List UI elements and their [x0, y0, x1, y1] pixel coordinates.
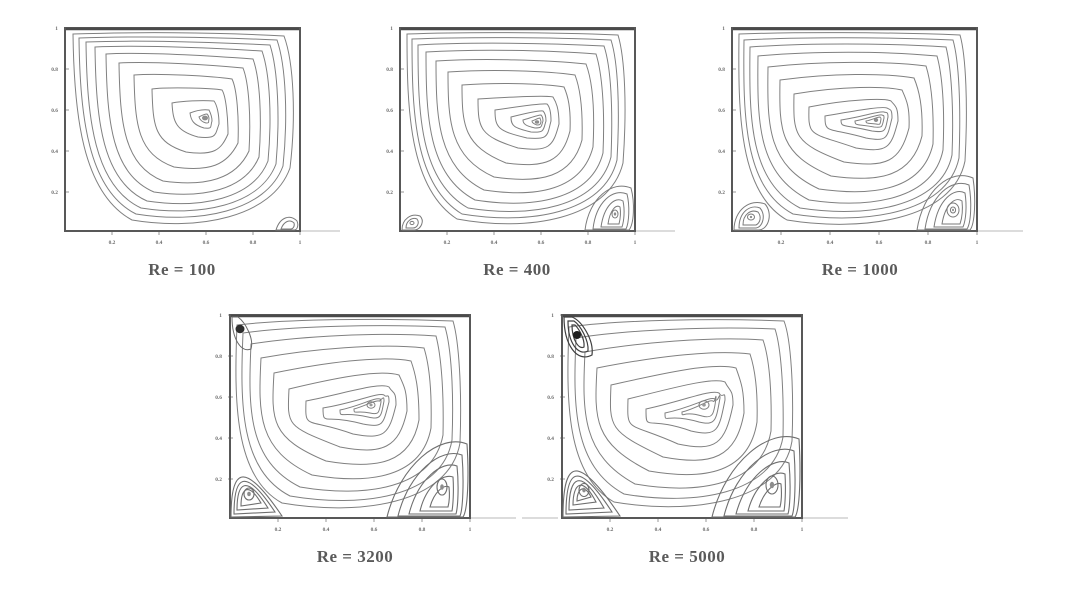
svg-text:1: 1 [299, 240, 302, 246]
svg-text:0.8: 0.8 [925, 240, 932, 246]
panel-re-1000: 1 0.8 0.6 0.4 0.2 0.2 0.4 0.6 0.8 1 [695, 18, 1025, 279]
streamlines-re-3200 [235, 318, 462, 509]
svg-text:0.6: 0.6 [703, 527, 710, 533]
svg-text:0.4: 0.4 [323, 527, 330, 533]
cavity-frame-re-1000 [731, 27, 978, 232]
caption-re-1000: Re = 1000 [821, 260, 899, 279]
secondary-vortex-bottom-left-re-400 [401, 214, 423, 231]
svg-text:0.6: 0.6 [876, 240, 883, 246]
x-axis-ticks-re-100: 0.2 0.4 0.6 0.8 1 [109, 230, 302, 246]
svg-text:1: 1 [976, 240, 979, 246]
x-axis-ticks-re-5000: 0.2 0.4 0.6 0.8 1 [607, 517, 804, 533]
secondary-vortex-bottom-left-re-3200 [230, 476, 284, 518]
svg-text:1: 1 [634, 240, 637, 246]
y-axis-ticks-re-400: 1 0.8 0.6 0.4 0.2 [386, 26, 404, 196]
plot-re-1000: 1 0.8 0.6 0.4 0.2 0.2 0.4 0.6 0.8 1 [718, 26, 1023, 246]
svg-text:0.6: 0.6 [386, 108, 393, 114]
svg-text:0.8: 0.8 [386, 67, 393, 73]
svg-text:0.8: 0.8 [751, 527, 758, 533]
caption-re-100: Re = 100 [148, 260, 216, 279]
x-axis-ticks-re-1000: 0.2 0.4 0.6 0.8 1 [778, 230, 979, 246]
svg-text:0.6: 0.6 [51, 108, 58, 114]
svg-text:1: 1 [469, 527, 472, 533]
svg-text:0.4: 0.4 [51, 149, 58, 155]
cavity-frame-re-3200 [229, 314, 471, 519]
svg-text:1: 1 [551, 313, 554, 319]
caption-re-3200: Re = 3200 [316, 547, 394, 566]
svg-text:0.4: 0.4 [827, 240, 834, 246]
svg-text:1: 1 [390, 26, 393, 32]
svg-text:0.8: 0.8 [250, 240, 257, 246]
svg-text:0.4: 0.4 [718, 149, 725, 155]
svg-text:1: 1 [219, 313, 222, 319]
secondary-vortex-bottom-right-re-100 [275, 216, 299, 231]
panel-re-100: 1 0.8 0.6 0.4 0.2 0.2 0.4 0.6 0.8 1 [22, 18, 342, 279]
svg-text:0.6: 0.6 [547, 395, 554, 401]
secondary-vortex-bottom-right-re-1000 [916, 175, 976, 231]
plot-re-5000: 1 0.8 0.6 0.4 0.2 0.2 0.4 0.6 0.8 1 [522, 313, 848, 533]
secondary-vortex-top-left-re-5000 [563, 316, 593, 358]
secondary-vortex-bottom-right-re-5000 [711, 436, 801, 518]
svg-text:0.6: 0.6 [718, 108, 725, 114]
svg-text:0.4: 0.4 [215, 436, 222, 442]
svg-text:0.2: 0.2 [51, 190, 58, 196]
cavity-frame-re-400 [399, 27, 636, 232]
svg-text:0.4: 0.4 [655, 527, 662, 533]
svg-text:0.8: 0.8 [547, 354, 554, 360]
secondary-vortex-bottom-left-re-1000 [733, 202, 770, 231]
panel-re-400: 1 0.8 0.6 0.4 0.2 0.2 0.4 0.6 0.8 1 [357, 18, 677, 279]
svg-text:0.2: 0.2 [109, 240, 116, 246]
streamlines-re-100 [72, 32, 294, 225]
secondary-vortex-top-left-re-3200 [231, 316, 253, 351]
panel-re-5000: 1 0.8 0.6 0.4 0.2 0.2 0.4 0.6 0.8 1 [522, 305, 852, 566]
caption-re-5000: Re = 5000 [648, 547, 726, 566]
svg-text:0.6: 0.6 [371, 527, 378, 533]
svg-text:0.8: 0.8 [718, 67, 725, 73]
svg-text:0.4: 0.4 [386, 149, 393, 155]
svg-text:1: 1 [55, 26, 58, 32]
svg-text:0.2: 0.2 [778, 240, 785, 246]
y-axis-ticks-re-1000: 1 0.8 0.6 0.4 0.2 [718, 26, 736, 196]
x-axis-ticks-re-400: 0.2 0.4 0.6 0.8 1 [444, 230, 637, 246]
x-axis-ticks-re-3200: 0.2 0.4 0.6 0.8 1 [275, 517, 472, 533]
caption-re-400: Re = 400 [483, 260, 551, 279]
svg-text:0.8: 0.8 [585, 240, 592, 246]
svg-text:0.4: 0.4 [156, 240, 163, 246]
svg-text:0.2: 0.2 [547, 477, 554, 483]
svg-text:0.2: 0.2 [275, 527, 282, 533]
svg-text:0.4: 0.4 [547, 436, 554, 442]
svg-text:0.2: 0.2 [607, 527, 614, 533]
svg-text:0.8: 0.8 [419, 527, 426, 533]
svg-text:0.6: 0.6 [203, 240, 210, 246]
svg-text:0.6: 0.6 [538, 240, 545, 246]
secondary-vortex-bottom-right-re-3200 [386, 441, 469, 518]
streamlines-re-5000 [567, 319, 794, 508]
svg-text:1: 1 [722, 26, 725, 32]
svg-text:0.4: 0.4 [491, 240, 498, 246]
panel-re-3200: 1 0.8 0.6 0.4 0.2 0.2 0.4 0.6 0.8 1 [190, 305, 520, 566]
plot-re-400: 1 0.8 0.6 0.4 0.2 0.2 0.4 0.6 0.8 1 [386, 26, 675, 246]
secondary-vortex-bottom-right-re-400 [584, 185, 634, 231]
svg-text:0.8: 0.8 [215, 354, 222, 360]
plot-re-100: 1 0.8 0.6 0.4 0.2 0.2 0.4 0.6 0.8 1 [51, 26, 340, 246]
streamlines-re-1000 [738, 32, 967, 225]
svg-text:0.2: 0.2 [215, 477, 222, 483]
svg-text:0.2: 0.2 [718, 190, 725, 196]
y-axis-ticks-re-100: 1 0.8 0.6 0.4 0.2 [51, 26, 69, 196]
svg-text:1: 1 [801, 527, 804, 533]
plot-re-3200: 1 0.8 0.6 0.4 0.2 0.2 0.4 0.6 0.8 1 [215, 313, 516, 533]
svg-text:0.2: 0.2 [444, 240, 451, 246]
svg-text:0.6: 0.6 [215, 395, 222, 401]
svg-text:0.2: 0.2 [386, 190, 393, 196]
secondary-vortex-bottom-left-re-5000 [562, 470, 622, 518]
svg-text:0.8: 0.8 [51, 67, 58, 73]
streamlines-re-400 [406, 32, 626, 225]
